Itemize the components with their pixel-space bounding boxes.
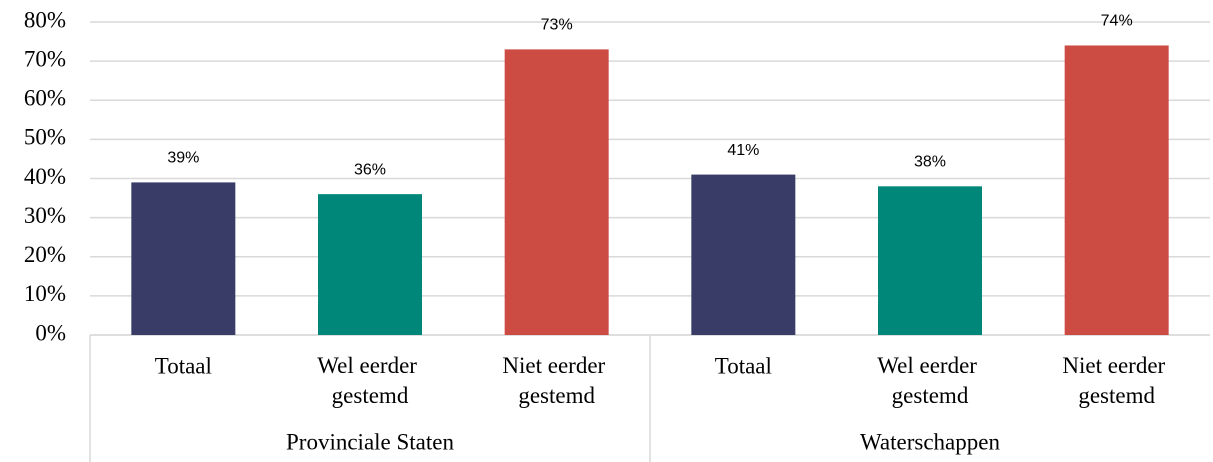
- value-label: 38%: [914, 154, 946, 171]
- value-label: 39%: [167, 150, 199, 167]
- y-tick-label: 20%: [24, 242, 66, 267]
- bar: [691, 174, 796, 335]
- y-tick-label: 80%: [24, 7, 66, 32]
- y-tick-label: 40%: [24, 164, 66, 189]
- y-tick-label: 70%: [24, 46, 66, 71]
- x-tick-label: Totaal: [715, 353, 772, 378]
- value-label: 36%: [354, 161, 386, 178]
- y-tick-label: 50%: [24, 125, 66, 150]
- group-label: Waterschappen: [860, 429, 1000, 454]
- y-tick-label: 0%: [35, 320, 66, 345]
- bar: [878, 186, 982, 335]
- bar: [318, 194, 422, 335]
- x-tick-label: Totaal: [155, 353, 212, 378]
- x-tick-label: Niet eerder gestemd: [502, 353, 611, 408]
- y-tick-label: 10%: [24, 281, 66, 306]
- bar: [504, 49, 609, 335]
- value-label: 41%: [727, 142, 759, 159]
- y-tick-label: 30%: [24, 203, 66, 228]
- value-label: 74%: [1101, 13, 1133, 30]
- bar: [1064, 45, 1169, 335]
- x-tick-label: Niet eerder gestemd: [1062, 353, 1171, 408]
- y-tick-label: 60%: [24, 86, 66, 111]
- x-tick-label: Wel eerder gestemd: [877, 353, 982, 408]
- x-tick-label: Wel eerder gestemd: [317, 353, 422, 408]
- value-label: 73%: [541, 17, 573, 34]
- group-label: Provinciale Staten: [286, 429, 454, 454]
- bar: [131, 182, 236, 335]
